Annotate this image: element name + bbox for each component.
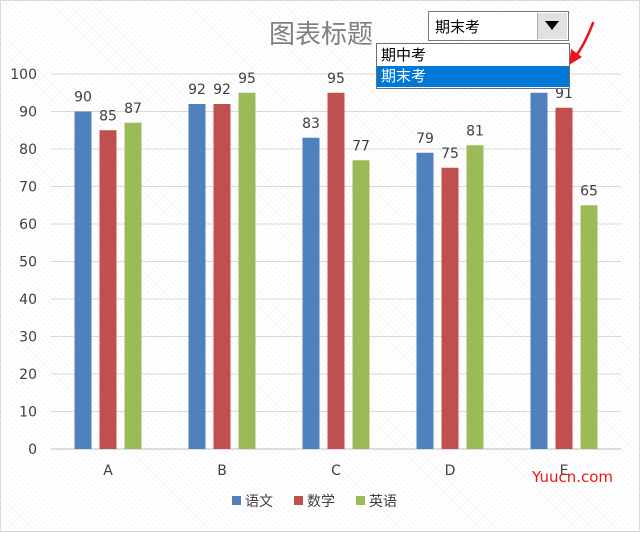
pointer-arrow-shaft	[573, 21, 595, 59]
bar-A-2	[99, 130, 117, 449]
data-label: 95	[327, 71, 345, 87]
y-tick-label: 30	[19, 330, 37, 346]
y-tick-label: 90	[19, 105, 37, 121]
y-tick-label: 50	[19, 255, 37, 271]
data-labels: 908587929295839577797581959165	[74, 71, 598, 200]
chart-title: 图表标题	[269, 20, 373, 50]
bar-B-3	[238, 92, 256, 449]
dropdown-option-midterm[interactable]: 期中考	[381, 46, 427, 64]
data-label: 85	[99, 108, 117, 124]
legend: 语文 数学 英语	[232, 493, 397, 510]
legend-entry: 英语	[369, 493, 397, 510]
dropdown-toggle-button[interactable]	[537, 13, 567, 39]
bar-B-1	[188, 104, 206, 449]
data-label: 95	[238, 71, 256, 87]
legend-entry: 语文	[245, 494, 273, 510]
data-label: 79	[416, 131, 434, 147]
x-tick-label: E	[560, 463, 569, 479]
x-tick-label: D	[445, 463, 456, 479]
y-tick-label: 80	[19, 142, 37, 158]
bar-C-2	[327, 92, 345, 449]
dropdown-selected-value: 期末考	[435, 18, 481, 36]
legend-entry: 数学	[307, 494, 335, 510]
bar-B-2	[213, 104, 231, 449]
bars	[74, 92, 598, 449]
y-tick-label: 60	[19, 217, 37, 233]
legend-swatch	[232, 496, 241, 505]
pointer-arrow-head	[569, 49, 582, 65]
bar-C-1	[302, 137, 320, 449]
bar-A-1	[74, 111, 92, 449]
bar-E-2	[555, 107, 573, 449]
y-tick-label: 100	[10, 67, 37, 83]
axes: 0 10 20 30 40 50 60 70 80 90 100 A B C D E	[10, 67, 568, 479]
data-label: 75	[441, 146, 459, 162]
y-tick-label: 40	[19, 292, 37, 308]
x-tick-label: B	[217, 463, 227, 479]
dropdown-option-final[interactable]: 期末考	[377, 66, 569, 87]
y-tick-label: 70	[19, 180, 37, 196]
legend-swatch	[356, 496, 365, 505]
watermark-text: Yuucn.com	[532, 468, 614, 486]
bar-E-3	[580, 205, 598, 449]
data-label: 77	[352, 138, 370, 154]
data-label: 91	[555, 86, 573, 102]
data-label: 65	[580, 183, 598, 199]
x-tick-label: A	[103, 463, 113, 479]
bar-E-1	[530, 92, 548, 449]
y-tick-label: 10	[19, 405, 37, 421]
legend-swatch	[294, 496, 303, 505]
chevron-down-icon	[545, 21, 559, 30]
dropdown-options-list: 期中考 期末考	[376, 43, 570, 89]
bar-D-3	[466, 145, 484, 449]
pointer-arrow-icon	[569, 21, 595, 65]
data-label: 83	[302, 116, 320, 132]
exam-select-dropdown[interactable]: 期末考	[428, 11, 569, 41]
bar-A-3	[124, 122, 142, 449]
y-tick-label: 0	[28, 442, 37, 458]
data-label: 87	[124, 101, 142, 117]
bar-D-2	[441, 167, 459, 449]
data-label: 81	[466, 123, 484, 139]
data-label: 90	[74, 90, 92, 106]
bar-C-3	[352, 160, 370, 449]
data-label: 92	[213, 82, 231, 98]
bar-D-1	[416, 152, 434, 449]
y-tick-label: 20	[19, 367, 37, 383]
x-tick-label: C	[331, 463, 341, 479]
data-label: 92	[188, 82, 206, 98]
